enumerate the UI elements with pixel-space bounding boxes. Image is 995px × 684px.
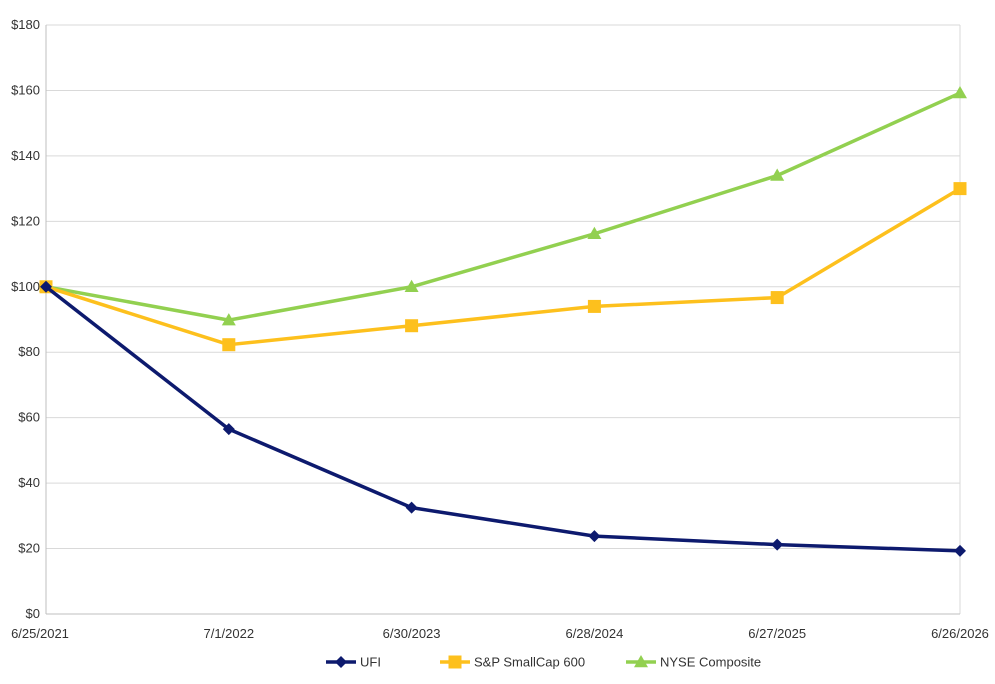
legend-marker — [448, 655, 462, 669]
y-tick-label: $140 — [11, 148, 40, 163]
legend-entry: NYSE Composite — [626, 655, 761, 670]
series-line — [45, 91, 961, 322]
y-tick-label: $80 — [18, 344, 40, 359]
data-point — [222, 423, 235, 436]
data-point — [587, 226, 602, 240]
y-axis-tick-labels: $0 $20 $40 $60 $80 $100 $120 $140 $160 $180 — [11, 17, 40, 621]
legend-label: S&P SmallCap 600 — [474, 655, 585, 670]
data-point — [587, 299, 601, 313]
series-layer — [39, 86, 967, 557]
series-0 — [40, 280, 966, 557]
x-axis-tick-labels: 6/25/2021 7/1/2022 6/30/2023 6/28/2024 6/27/… — [11, 626, 989, 641]
x-tick-label: 7/1/2022 — [203, 626, 254, 641]
legend-marker — [634, 655, 648, 668]
legend: UFI S&P SmallCap 600 NYSE Composite — [326, 655, 761, 670]
data-point — [771, 538, 784, 551]
legend-entry: S&P SmallCap 600 — [440, 655, 585, 670]
data-point — [953, 86, 967, 99]
series-1 — [39, 182, 967, 352]
y-tick-label: $0 — [26, 606, 40, 621]
data-point — [40, 280, 52, 293]
data-point — [954, 544, 966, 557]
data-point — [405, 501, 418, 514]
data-point — [405, 319, 419, 333]
data-point — [404, 279, 419, 293]
series-line — [45, 187, 961, 347]
legend-label: UFI — [360, 655, 381, 670]
x-tick-label: 6/28/2024 — [565, 626, 623, 641]
legend-entry: UFI — [326, 655, 381, 670]
y-tick-label: $160 — [11, 82, 40, 97]
legend-marker — [335, 656, 347, 668]
x-tick-label: 6/25/2021 — [11, 626, 69, 641]
y-tick-label: $20 — [18, 541, 40, 556]
data-point — [588, 530, 601, 543]
legend-label: NYSE Composite — [660, 655, 761, 670]
grid-lines — [46, 24, 961, 615]
y-tick-label: $60 — [18, 410, 40, 425]
series-line — [44, 285, 961, 553]
x-tick-label: 6/30/2023 — [383, 626, 441, 641]
axes — [45, 25, 960, 615]
y-tick-label: $180 — [11, 17, 40, 32]
y-tick-label: $100 — [11, 279, 40, 294]
x-tick-label: 6/26/2026 — [931, 626, 989, 641]
data-point — [222, 338, 236, 352]
data-point — [770, 291, 784, 305]
y-tick-label: $120 — [11, 213, 40, 228]
y-tick-label: $40 — [18, 475, 40, 490]
series-2 — [39, 86, 967, 326]
x-tick-label: 6/27/2025 — [748, 626, 806, 641]
data-point — [953, 182, 967, 196]
data-point — [770, 168, 785, 181]
data-point — [221, 313, 236, 326]
